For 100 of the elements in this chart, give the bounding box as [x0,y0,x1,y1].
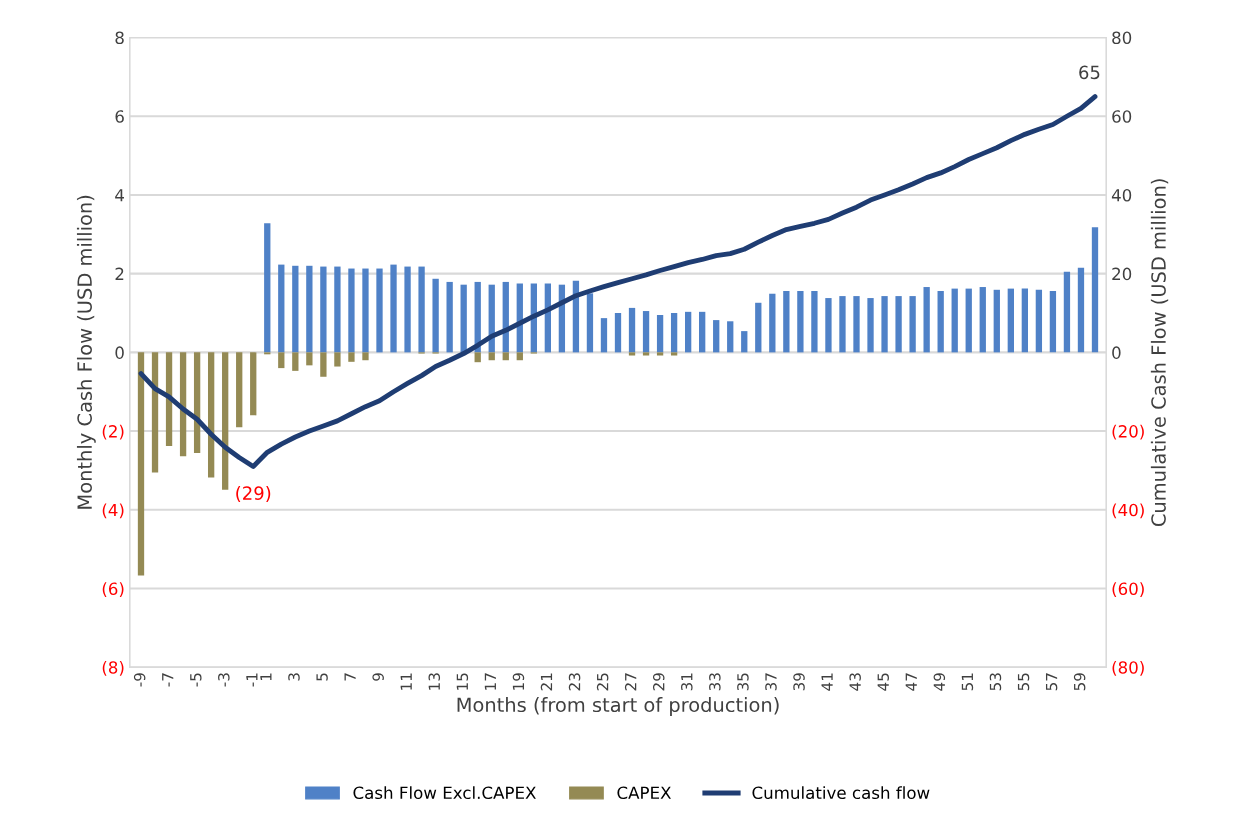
bar [404,266,411,353]
bar [306,265,313,353]
y-tick-label: 0 [115,346,124,359]
bar [376,268,383,353]
bar [797,290,804,353]
x-tick-label: 49 [933,673,946,691]
x-tick-label: 41 [821,673,833,691]
x-axis-title: Months (from start of production) [457,697,779,716]
bar [769,293,776,353]
x-tick-label: 47 [905,673,917,691]
bar [741,331,748,353]
bar [278,352,285,369]
bar [516,352,523,361]
bar [418,266,425,353]
bar [151,352,159,473]
x-tick-label: 33 [709,673,721,691]
bar [460,284,467,353]
x-tick-label: 35 [737,673,749,691]
x-tick-label: 51 [961,673,974,691]
x-tick-label: 45 [877,673,889,691]
bar [320,266,327,353]
y2-tick-label: 60 [1112,110,1132,123]
bar [853,296,860,353]
bar [628,352,636,356]
x-tick-label: 5 [316,673,328,681]
bar [362,268,369,353]
x-tick-label: 57 [1045,673,1058,691]
bar [923,287,930,353]
y-tick-label: (8) [102,660,124,676]
y2-axis-title: Cumulative Cash Flow (USD million) [1150,179,1169,527]
bar [1035,289,1043,353]
bar [895,296,902,353]
bar [1021,288,1029,353]
x-tick-label: -7 [162,673,174,687]
x-tick-label: 3 [288,673,300,681]
y2-tick-label: 80 [1112,31,1132,45]
y2-tick-label: (20) [1112,424,1144,440]
bar [656,352,664,356]
x-tick-label: 43 [849,673,861,691]
x-tick-label: 55 [1017,673,1030,691]
bar [586,293,594,353]
bar [348,268,355,353]
bar [488,352,495,361]
x-tick-label: 13 [428,673,441,690]
x-tick-label: 19 [512,673,525,690]
bar [432,278,439,353]
bar [783,290,790,353]
x-tick-label: 17 [484,673,496,690]
bar [965,288,972,353]
y2-tick-label: (40) [1112,503,1144,519]
x-tick-label: 15 [456,673,469,690]
legend-label: Cumulative cash flow [752,786,930,800]
y-tick-label: 8 [115,31,124,45]
x-tick-label: 53 [989,673,1002,691]
y2-tick-label: 20 [1112,267,1132,281]
x-tick-label: 9 [372,673,384,681]
bar [713,320,720,353]
bar [614,313,622,353]
bar [825,298,832,353]
x-tick-label: 11 [400,673,412,690]
bar [137,352,145,576]
x-tick-label: 1 [260,673,272,681]
bar [979,287,986,353]
y-tick-label: (6) [102,582,124,598]
x-tick-label: 25 [596,673,609,691]
y2-tick-label: (80) [1112,660,1144,676]
y-tick-label: 2 [115,267,124,280]
bar [600,318,608,353]
legend-label: CAPEX [617,786,671,800]
x-tick-label: -3 [218,673,230,687]
bar [207,352,215,478]
bar [642,352,650,356]
x-tick-label: 27 [624,673,637,691]
bar [390,264,397,353]
bar [474,352,481,363]
bar [642,311,650,353]
x-tick-label: 23 [568,673,581,691]
bar [937,290,944,353]
bar [670,352,678,356]
x-tick-label: 21 [540,673,553,691]
bar [811,290,818,353]
bar [839,296,846,353]
bar [264,223,271,353]
x-tick-label: -1 [246,673,258,687]
data-label: 65 [1079,65,1100,80]
x-tick-label: 29 [652,673,665,691]
bar [348,352,355,362]
line-series [138,94,1098,469]
bar [320,352,327,377]
x-tick-label: 39 [793,673,805,691]
bar [292,352,299,371]
y-tick-label: (2) [102,424,124,440]
bar [881,296,888,353]
bar [951,288,958,353]
y-tick-label: 6 [115,110,124,123]
y-axis-title: Monthly Cash Flow (USD million) [76,195,96,509]
bar [684,311,692,353]
bar [334,352,341,367]
bar [867,298,874,353]
bar [628,307,636,353]
